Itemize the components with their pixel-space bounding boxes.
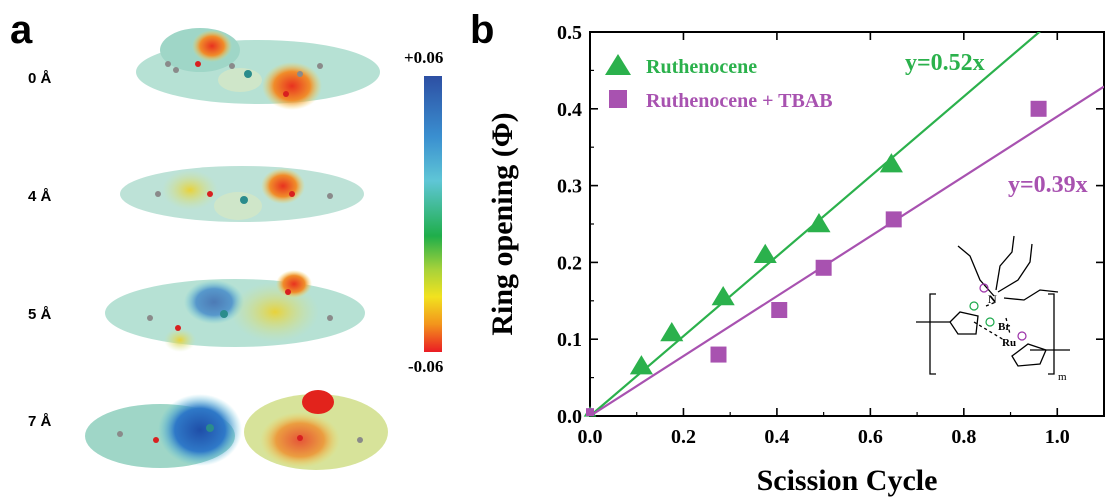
x-tick-label: 1.0 [1045,426,1070,448]
inset-ru-label: Ru [1002,337,1016,349]
colorbar [424,76,442,352]
fit-equation-0: y=0.52x [905,50,985,76]
y-tick-label: 0.2 [557,252,582,274]
y-tick-label: 0.0 [557,406,582,428]
colorbar-min-label: -0.06 [408,357,444,376]
distance-label-4: 4 Å [28,188,52,205]
panel-b-letter: b [470,8,495,52]
y-tick-label: 0.4 [557,99,582,121]
x-tick-label: 0.8 [951,426,976,448]
data-point-square [710,346,727,363]
fit-line-1 [590,85,1104,416]
molecule-maps [85,28,388,470]
panel-a-letter: a [10,8,33,52]
distance-label-0: 0 Å [28,70,52,87]
inset-br-label: Br [998,321,1010,333]
x-axis-label: Scission Cycle [757,464,938,497]
data-point-square [815,259,832,276]
data-point-triangle [629,355,653,375]
molecule-7a [85,390,388,470]
tbab-ruthenocene-inset [916,235,1070,375]
colorbar-max-label: +0.06 [404,48,444,67]
molecule-5a [105,270,365,352]
inset-m-label: m [1058,371,1067,383]
inset-charge-marks [969,283,1027,341]
data-point-square [885,211,902,228]
data-point-triangle [753,243,777,263]
data-point-triangle [660,322,684,342]
molecule-0a [136,28,380,110]
data-point-triangle [711,285,735,306]
atoms [117,61,363,443]
legend-marker-square [609,90,627,108]
data-point-triangle [879,153,903,173]
y-tick-label: 0.1 [557,329,582,351]
data-point-triangle [807,213,831,233]
y-tick-label: 0.3 [557,176,582,198]
fit-line-0 [590,32,1041,416]
legend-marker-triangle [605,54,631,75]
x-tick-label: 0.2 [671,426,696,448]
distance-label-5: 5 Å [28,306,52,323]
fit-equation-1: y=0.39x [1008,172,1088,198]
y-axis-label: Ring opening (Φ) [486,112,519,335]
legend-label-0: Ruthenocene [646,56,757,78]
x-tick-label: 0.0 [578,426,603,448]
x-tick-label: 0.4 [764,426,789,448]
distance-label-7: 7 Å [28,413,52,430]
legend-label-1: Ruthenocene + TBAB [646,90,833,112]
y-tick-label: 0.5 [557,22,582,44]
data-point-square [771,302,788,319]
x-tick-label: 0.6 [858,426,883,448]
data-point-square [1030,100,1047,117]
inset-n-label: N [988,292,997,306]
data-point-square [586,408,594,417]
